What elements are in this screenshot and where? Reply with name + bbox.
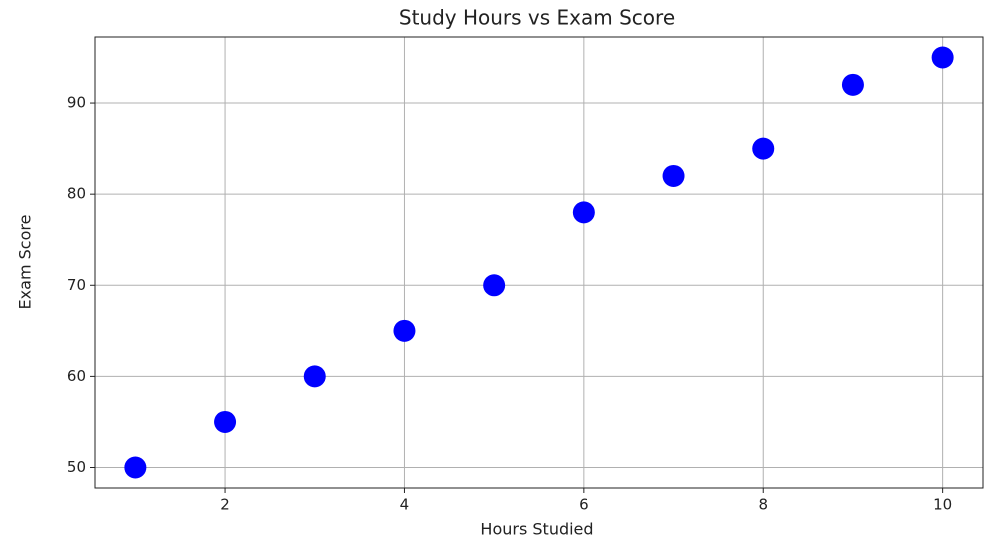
point — [752, 137, 775, 160]
x-axis-label: Hours Studied — [480, 520, 593, 539]
y-tick-label: 70 — [67, 276, 86, 294]
y-tick-label: 90 — [67, 94, 86, 112]
y-tick-label: 80 — [67, 185, 86, 203]
x-tick-label: 10 — [933, 496, 952, 514]
point — [393, 319, 416, 342]
point — [662, 164, 685, 187]
point — [124, 456, 147, 479]
x-tick-label: 8 — [758, 496, 768, 514]
chart-title: Study Hours vs Exam Score — [399, 6, 675, 30]
plot-frame — [94, 36, 984, 489]
y-tick-label: 50 — [67, 458, 86, 476]
x-tick-label: 6 — [579, 496, 589, 514]
y-tick-label: 60 — [67, 367, 86, 385]
x-tick-label: 2 — [220, 496, 230, 514]
x-tick-label: 4 — [400, 496, 410, 514]
y-axis-label: Exam Score — [16, 215, 35, 310]
point — [931, 46, 954, 69]
point — [214, 410, 237, 433]
point — [483, 274, 506, 297]
point — [572, 201, 595, 224]
point — [303, 365, 326, 388]
point — [841, 73, 864, 96]
